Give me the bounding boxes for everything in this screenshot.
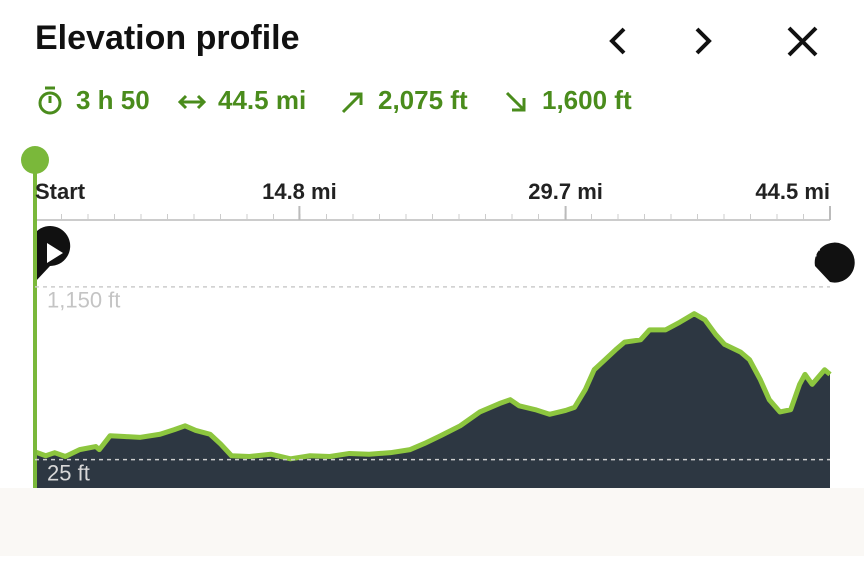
position-handle[interactable] — [21, 146, 49, 174]
ascent-icon — [341, 92, 363, 114]
footer-bg — [0, 488, 864, 556]
ruler-minor-ticks — [34, 206, 831, 220]
elevation-line — [34, 311, 832, 462]
x-tick-label: 44.5 mi — [755, 179, 830, 204]
y-tick-label: 1,150 ft — [47, 288, 120, 313]
finish-marker — [799, 242, 855, 283]
close-button[interactable] — [787, 26, 818, 57]
stopwatch-icon — [38, 86, 62, 115]
distance-icon — [177, 94, 207, 110]
start-marker — [35, 226, 71, 282]
duration: 3 h 50 — [76, 85, 150, 115]
prev-button[interactable] — [609, 27, 626, 55]
plot — [34, 311, 832, 488]
ascent: 2,075 ft — [378, 85, 468, 115]
elevation-area — [35, 313, 830, 488]
x-tick-label: Start — [35, 179, 86, 204]
x-tick-label: 29.7 mi — [528, 179, 603, 204]
descent: 1,600 ft — [542, 85, 632, 115]
distance: 44.5 mi — [218, 85, 306, 115]
x-tick-label: 14.8 mi — [262, 179, 337, 204]
descent-icon — [505, 91, 526, 112]
next-button[interactable] — [695, 27, 712, 55]
title: Elevation profile — [35, 19, 300, 57]
y-tick-label: 25 ft — [47, 460, 90, 485]
